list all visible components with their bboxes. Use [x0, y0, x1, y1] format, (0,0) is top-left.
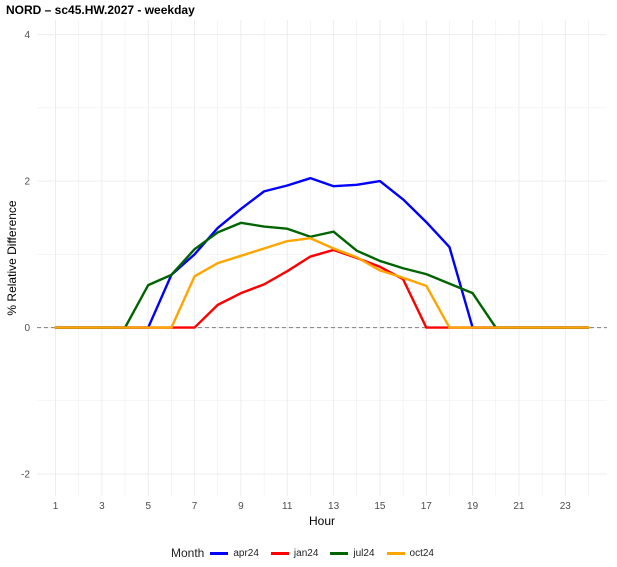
- legend-item-jan24: jan24: [270, 547, 319, 559]
- legend-item-apr24: apr24: [210, 548, 259, 559]
- x-tick-label: 11: [282, 501, 293, 512]
- y-tick-label: 2: [24, 177, 30, 188]
- y-axis-label: % Relative Difference: [5, 200, 19, 315]
- x-tick-label: 21: [513, 501, 525, 512]
- legend-items: apr24 jan24 jul24 oct24: [210, 548, 446, 559]
- legend-label: jan24: [293, 547, 319, 559]
- x-tick-label: 1: [53, 501, 59, 512]
- series-lines: [54, 176, 590, 329]
- chart-title: NORD – sc45.HW.2027 - weekday: [6, 3, 195, 17]
- x-tick-label: 5: [145, 501, 151, 512]
- y-tick-label: 0: [24, 323, 30, 334]
- y-tick-label: -2: [21, 470, 30, 481]
- x-tick-label: 9: [238, 501, 244, 512]
- legend-swatch: [386, 551, 405, 555]
- x-tick-label: 15: [374, 501, 386, 512]
- legend-item-oct24: oct24: [386, 547, 434, 559]
- x-tick-label: 23: [560, 501, 572, 512]
- series-line-jul24: [54, 221, 590, 329]
- series-line-oct24: [54, 237, 590, 329]
- x-tick-label: 19: [467, 501, 479, 512]
- legend-title: Month: [170, 546, 205, 560]
- legend-swatch: [210, 551, 229, 555]
- legend-label: apr24: [233, 547, 259, 559]
- legend-label: oct24: [409, 547, 434, 559]
- series-line-jan24: [54, 248, 590, 329]
- legend-swatch: [330, 551, 349, 555]
- legend-swatch: [270, 551, 289, 555]
- x-tick-label: 17: [421, 501, 433, 512]
- x-tick-label: 3: [99, 501, 105, 512]
- grid-lines: [37, 20, 607, 496]
- x-tick-label: 13: [328, 501, 340, 512]
- legend-label: jul24: [353, 547, 375, 559]
- legend-item-jul24: jul24: [330, 547, 375, 559]
- legend: Month apr24 jan24 jul24 oct24: [0, 546, 617, 560]
- x-axis-label: Hour: [309, 514, 335, 528]
- y-tick-label: 4: [24, 30, 30, 41]
- x-tick-label: 7: [192, 501, 198, 512]
